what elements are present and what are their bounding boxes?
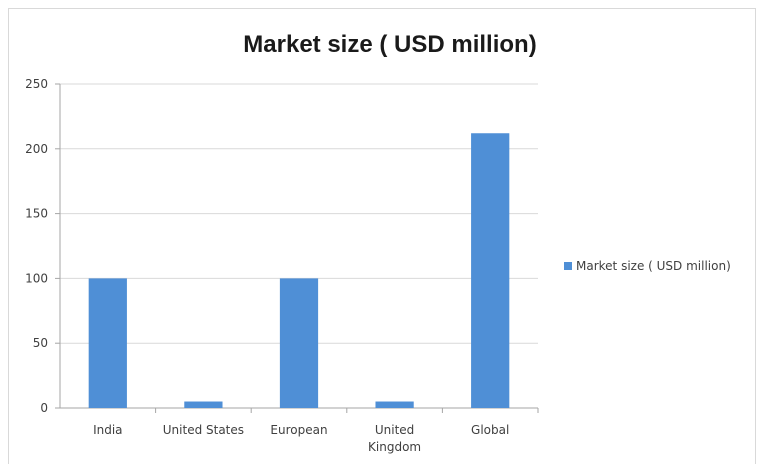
bar-india [88,278,127,408]
x-tick-label: European [270,423,327,437]
legend-label: Market size ( USD million) [576,259,731,273]
x-tick-label-line: Kingdom [368,440,421,454]
legend: Market size ( USD million) [564,259,731,273]
bar-united-kingdom [375,401,414,408]
x-tick-label: India [93,423,122,437]
x-tick-label: Global [471,423,509,437]
x-tick-label: United Kingdom [368,423,421,454]
x-tick-label-line: United States [163,423,244,437]
x-tick-label-line: Global [471,423,509,437]
y-tick-label: 50 [33,336,48,350]
bar-european [279,278,319,408]
x-tick-label-line: India [93,423,122,437]
bars [88,133,510,409]
y-tick-labels: 0 50 100 150 200 250 [25,77,48,415]
x-tick-label-line: United [375,423,414,437]
chart-title: Market size ( USD million) [243,31,536,58]
y-tick-label: 150 [25,207,48,221]
y-tick-label: 100 [25,271,48,285]
bar-united-states [184,401,223,408]
y-tick-label: 250 [25,77,48,91]
bar-global [471,133,510,409]
legend-swatch [564,262,572,270]
x-tick-label-line: European [270,423,327,437]
x-tick-label: United States [163,423,244,437]
y-tick-label: 200 [25,142,48,156]
x-tick-labels: India United States European United Kingdom G… [93,423,509,454]
y-tick-label: 0 [40,401,48,415]
